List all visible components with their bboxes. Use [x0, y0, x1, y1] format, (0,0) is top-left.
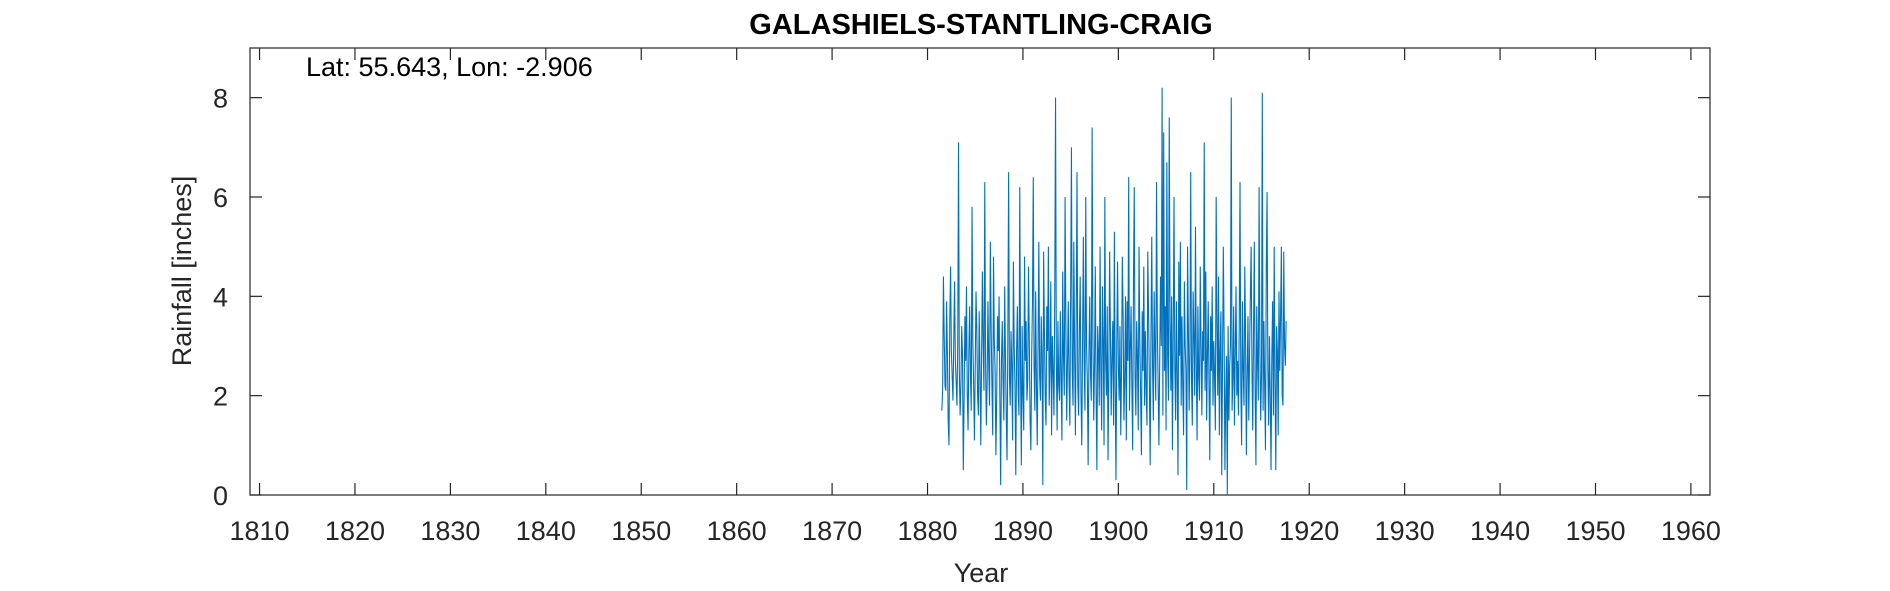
location-annotation: Lat: 55.643, Lon: -2.906: [306, 52, 593, 82]
x-tick-label: 1810: [230, 516, 290, 546]
y-tick-label: 6: [213, 183, 228, 213]
tick-marks: [250, 48, 1710, 496]
x-tick-labels: 1810 1820 1830 1840 1850 1860 1870 1880 1890 1900…: [230, 516, 1721, 546]
x-tick-label: 1940: [1470, 516, 1530, 546]
x-tick-label: 1850: [611, 516, 671, 546]
x-tick-label: 1930: [1375, 516, 1435, 546]
x-tick-label: 1840: [516, 516, 576, 546]
x-tick-label: 1960: [1661, 516, 1721, 546]
x-tick-label: 1870: [802, 516, 862, 546]
y-tick-label: 0: [213, 481, 228, 511]
x-tick-label: 1920: [1279, 516, 1339, 546]
y-tick-label: 8: [213, 84, 228, 114]
x-tick-label: 1950: [1565, 516, 1625, 546]
x-tick-label: 1890: [993, 516, 1053, 546]
x-tick-label: 1910: [1184, 516, 1244, 546]
y-tick-label: 4: [213, 282, 228, 312]
x-tick-label: 1900: [1088, 516, 1148, 546]
x-axis-label: Year: [954, 558, 1009, 588]
y-tick-label: 2: [213, 382, 228, 412]
chart-title: GALASHIELS-STANTLING-CRAIG: [749, 9, 1212, 41]
y-axis-label: Rainfall [inches]: [167, 176, 197, 367]
x-tick-label: 1830: [420, 516, 480, 546]
plot-area: [249, 47, 1711, 496]
rainfall-series-line: [941, 87, 1287, 496]
y-tick-labels: 0 2 4 6 8: [213, 84, 228, 511]
x-tick-label: 1820: [325, 516, 385, 546]
x-tick-label: 1880: [897, 516, 957, 546]
x-tick-label: 1860: [707, 516, 767, 546]
